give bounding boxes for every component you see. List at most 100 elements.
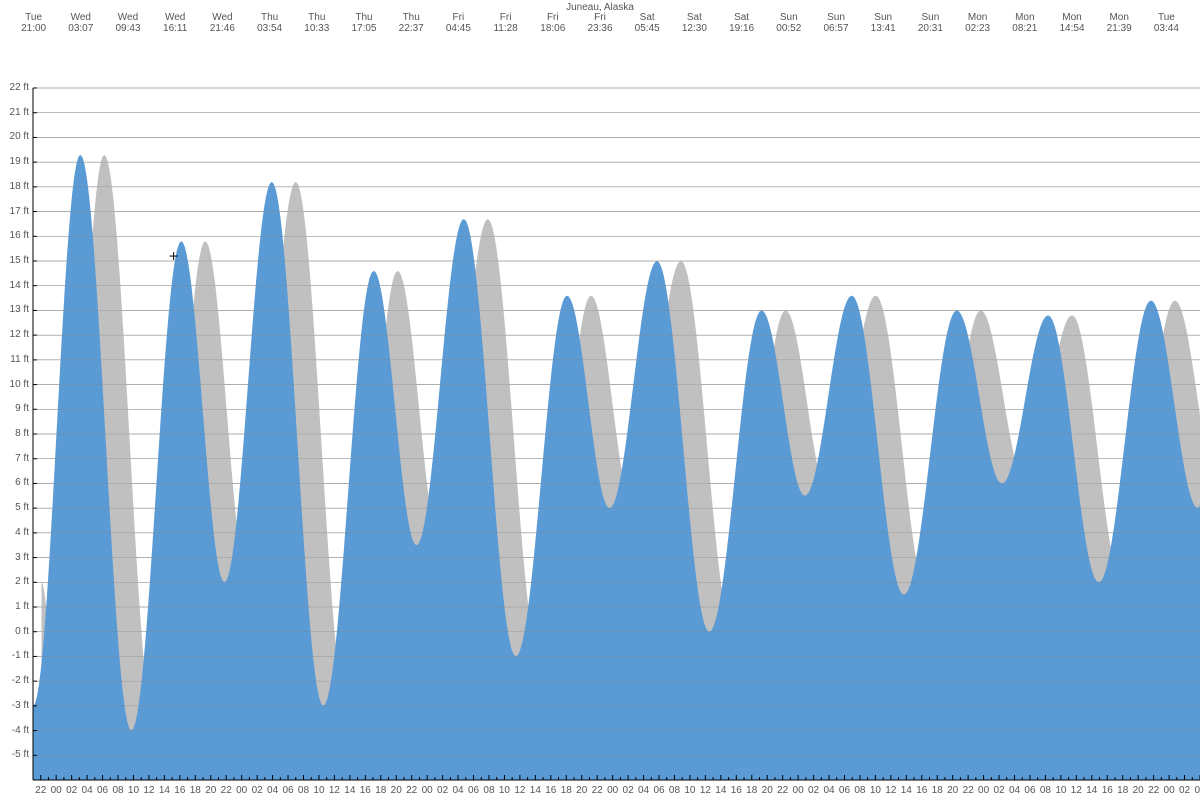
- x-tick-label: 00: [419, 785, 435, 796]
- top-label: Mon14:54: [1047, 12, 1097, 34]
- top-label: Thu10:33: [292, 12, 342, 34]
- x-tick-label: 14: [898, 785, 914, 796]
- top-label: Thu17:05: [339, 12, 389, 34]
- y-tick-label: 1 ft: [0, 601, 29, 612]
- y-tick-label: 21 ft: [0, 107, 29, 118]
- x-tick-label: 20: [203, 785, 219, 796]
- top-label: Sun00:52: [764, 12, 814, 34]
- top-label: Tue03:44: [1141, 12, 1191, 34]
- y-tick-label: -5 ft: [0, 749, 29, 760]
- x-tick-label: 10: [867, 785, 883, 796]
- y-tick-label: 13 ft: [0, 304, 29, 315]
- x-tick-label: 04: [1007, 785, 1023, 796]
- x-tick-label: 12: [326, 785, 342, 796]
- x-tick-label: 08: [295, 785, 311, 796]
- y-tick-label: 19 ft: [0, 156, 29, 167]
- x-tick-label: 16: [728, 785, 744, 796]
- x-tick-label: 04: [79, 785, 95, 796]
- x-tick-label: 16: [914, 785, 930, 796]
- y-tick-label: 10 ft: [0, 379, 29, 390]
- x-tick-label: 02: [620, 785, 636, 796]
- x-tick-label: 12: [512, 785, 528, 796]
- x-tick-label: 00: [976, 785, 992, 796]
- y-tick-label: 0 ft: [0, 626, 29, 637]
- x-tick-label: 04: [821, 785, 837, 796]
- y-tick-label: 4 ft: [0, 527, 29, 538]
- x-tick-label: 20: [388, 785, 404, 796]
- x-tick-label: 00: [48, 785, 64, 796]
- y-tick-label: 2 ft: [0, 576, 29, 587]
- y-tick-label: -3 ft: [0, 700, 29, 711]
- x-tick-label: 14: [342, 785, 358, 796]
- x-tick-label: 04: [450, 785, 466, 796]
- x-tick-label: 16: [172, 785, 188, 796]
- y-tick-label: -2 ft: [0, 675, 29, 686]
- x-tick-label: 08: [666, 785, 682, 796]
- x-tick-label: 02: [806, 785, 822, 796]
- x-tick-label: 06: [280, 785, 296, 796]
- x-tick-label: 02: [64, 785, 80, 796]
- top-label: Wed09:43: [103, 12, 153, 34]
- x-tick-label: 18: [1115, 785, 1131, 796]
- x-tick-label: 18: [373, 785, 389, 796]
- x-tick-label: 22: [960, 785, 976, 796]
- y-tick-label: 16 ft: [0, 230, 29, 241]
- x-tick-label: 12: [697, 785, 713, 796]
- y-tick-label: 8 ft: [0, 428, 29, 439]
- y-tick-label: 18 ft: [0, 181, 29, 192]
- x-tick-label: 22: [33, 785, 49, 796]
- x-tick-label: 02: [249, 785, 265, 796]
- y-tick-label: 14 ft: [0, 280, 29, 291]
- x-tick-label: 16: [1099, 785, 1115, 796]
- x-tick-label: 00: [790, 785, 806, 796]
- top-label: Fri18:06: [528, 12, 578, 34]
- top-label: Fri11:28: [481, 12, 531, 34]
- top-label: Sat05:45: [622, 12, 672, 34]
- x-tick-label: 22: [589, 785, 605, 796]
- x-tick-label: 22: [404, 785, 420, 796]
- x-tick-label: 02: [991, 785, 1007, 796]
- x-tick-label: 14: [156, 785, 172, 796]
- x-tick-label: 04: [636, 785, 652, 796]
- x-tick-label: 06: [836, 785, 852, 796]
- top-label: Fri23:36: [575, 12, 625, 34]
- top-label: Sun13:41: [858, 12, 908, 34]
- x-tick-label: 08: [481, 785, 497, 796]
- top-label: Thu03:54: [245, 12, 295, 34]
- y-tick-label: 3 ft: [0, 552, 29, 563]
- y-tick-label: 6 ft: [0, 477, 29, 488]
- x-tick-label: 20: [1130, 785, 1146, 796]
- x-tick-label: 22: [1146, 785, 1162, 796]
- x-tick-label: 10: [1053, 785, 1069, 796]
- x-tick-label: 18: [744, 785, 760, 796]
- y-tick-label: 17 ft: [0, 206, 29, 217]
- x-tick-label: 18: [187, 785, 203, 796]
- top-label: Sat19:16: [717, 12, 767, 34]
- x-tick-label: 12: [883, 785, 899, 796]
- y-tick-label: 5 ft: [0, 502, 29, 513]
- top-label: Mon02:23: [953, 12, 1003, 34]
- y-tick-label: -4 ft: [0, 725, 29, 736]
- x-tick-label: 20: [945, 785, 961, 796]
- y-tick-label: 15 ft: [0, 255, 29, 266]
- y-tick-label: 11 ft: [0, 354, 29, 365]
- top-label: Wed03:07: [56, 12, 106, 34]
- x-tick-label: 06: [1022, 785, 1038, 796]
- x-tick-label: 00: [234, 785, 250, 796]
- x-tick-label: 18: [929, 785, 945, 796]
- x-tick-label: 00: [605, 785, 621, 796]
- y-tick-label: 7 ft: [0, 453, 29, 464]
- y-tick-label: -1 ft: [0, 650, 29, 661]
- x-tick-label: 02: [435, 785, 451, 796]
- top-label: Tue21:00: [9, 12, 59, 34]
- y-tick-label: 12 ft: [0, 329, 29, 340]
- x-tick-label: 14: [1084, 785, 1100, 796]
- x-tick-label: 00: [1161, 785, 1177, 796]
- top-label: Sat12:30: [669, 12, 719, 34]
- x-tick-label: 08: [1037, 785, 1053, 796]
- x-tick-label: 02: [1177, 785, 1193, 796]
- y-tick-label: 20 ft: [0, 131, 29, 142]
- tide-chart: [0, 0, 1200, 800]
- x-tick-label: 10: [125, 785, 141, 796]
- top-label: Thu22:37: [386, 12, 436, 34]
